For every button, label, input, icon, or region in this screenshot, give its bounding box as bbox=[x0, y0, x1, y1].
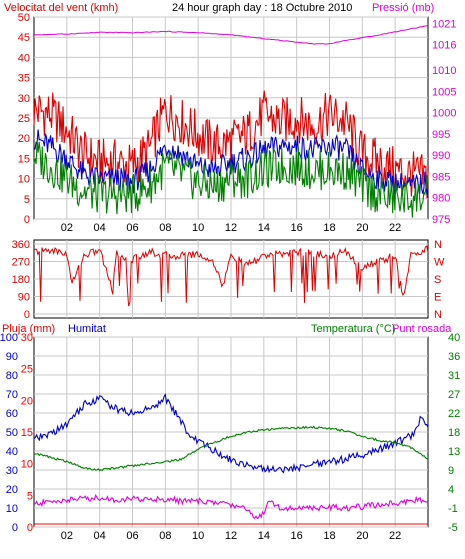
y-tick-label-compass: E bbox=[434, 292, 441, 304]
y-tick-label-wind: 20 bbox=[18, 133, 30, 145]
y-tick-label-temperature: 31 bbox=[448, 370, 460, 382]
x-tick-label-climate: 12 bbox=[225, 530, 237, 542]
temperature-series-line bbox=[33, 425, 429, 472]
y-tick-label-humidity: 70 bbox=[6, 389, 18, 401]
y-tick-label-wind: 30 bbox=[18, 93, 30, 105]
x-tick-label-wind: 20 bbox=[356, 222, 368, 234]
x-tick-label-climate: 14 bbox=[258, 530, 270, 542]
y-tick-label-compass: N bbox=[434, 309, 442, 321]
y-tick-label-pressure: 1005 bbox=[432, 86, 456, 98]
y-tick-label-wind: 25 bbox=[18, 113, 30, 125]
y-tick-label-pressure: 985 bbox=[432, 171, 450, 183]
y-tick-label-pressure: 975 bbox=[432, 214, 450, 226]
y-tick-label-compass: N bbox=[434, 239, 442, 251]
humidity-axis-title: Humitat bbox=[68, 323, 106, 335]
y-tick-label-humidity: 100 bbox=[0, 332, 18, 344]
y-tick-label-wind: 0 bbox=[24, 214, 30, 226]
y-tick-label-wind: 35 bbox=[18, 73, 30, 85]
y-tick-label-pressure: 1000 bbox=[432, 108, 456, 120]
y-tick-label-rain: 0 bbox=[27, 522, 33, 534]
y-tick-label-humidity: 50 bbox=[6, 427, 18, 439]
pressure-series-line bbox=[33, 24, 429, 45]
x-tick-label-climate: 20 bbox=[356, 530, 368, 542]
pressure-axis-title: Pressió (mb) bbox=[372, 2, 434, 14]
y-tick-label-rain: 30 bbox=[21, 332, 33, 344]
humidity-series-line bbox=[33, 392, 429, 474]
y-tick-label-direction: 0 bbox=[24, 309, 30, 321]
x-tick-label-wind: 10 bbox=[192, 222, 204, 234]
y-tick-label-direction: 270 bbox=[12, 257, 30, 269]
y-tick-label-temperature: 22 bbox=[448, 408, 460, 420]
y-tick-label-humidity: 80 bbox=[6, 370, 18, 382]
temperature-axis-title: Temperatura (°C) bbox=[311, 323, 395, 335]
x-tick-label-climate: 06 bbox=[126, 530, 138, 542]
y-tick-label-direction: 90 bbox=[18, 292, 30, 304]
y-tick-label-wind: 15 bbox=[18, 153, 30, 165]
y-tick-label-wind: 45 bbox=[18, 32, 30, 44]
y-tick-label-temperature: 36 bbox=[448, 351, 460, 363]
y-tick-label-wind: 40 bbox=[18, 52, 30, 64]
y-tick-label-rain: 15 bbox=[21, 427, 33, 439]
y-tick-label-temperature: 27 bbox=[448, 389, 460, 401]
rain-axis-title: Pluja (mm) bbox=[2, 323, 55, 335]
y-tick-label-rain: 10 bbox=[21, 459, 33, 471]
y-tick-label-temperature: 18 bbox=[448, 427, 460, 439]
x-tick-label-wind: 22 bbox=[389, 222, 401, 234]
y-tick-label-humidity: 30 bbox=[6, 465, 18, 477]
y-tick-label-direction: 180 bbox=[12, 274, 30, 286]
y-tick-label-pressure: 995 bbox=[432, 129, 450, 141]
chart-title: 24 hour graph day : 18 Octubre 2010 bbox=[172, 2, 352, 14]
y-tick-label-rain: 25 bbox=[21, 364, 33, 376]
y-tick-label-compass: W bbox=[434, 257, 445, 269]
wind_low-series-line bbox=[33, 140, 429, 218]
y-tick-label-temperature: -5 bbox=[448, 522, 458, 534]
dewpoint-series-line bbox=[33, 493, 429, 520]
y-tick-label-pressure: 1021 bbox=[432, 18, 456, 30]
y-tick-label-humidity: 40 bbox=[6, 446, 18, 458]
y-tick-label-humidity: 90 bbox=[6, 351, 18, 363]
x-tick-label-climate: 22 bbox=[389, 530, 401, 542]
y-tick-label-humidity: 0 bbox=[12, 522, 18, 534]
x-tick-label-wind: 06 bbox=[126, 222, 138, 234]
y-tick-label-wind: 5 bbox=[24, 194, 30, 206]
y-tick-label-pressure: 1016 bbox=[432, 40, 456, 52]
x-tick-label-wind: 02 bbox=[61, 222, 73, 234]
y-tick-label-rain: 5 bbox=[27, 490, 33, 502]
dewpoint-axis-title: Punt rosada bbox=[392, 323, 452, 335]
y-tick-label-temperature: 13 bbox=[448, 446, 460, 458]
y-tick-label-humidity: 60 bbox=[6, 408, 18, 420]
y-tick-label-humidity: 10 bbox=[6, 503, 18, 515]
x-tick-label-climate: 02 bbox=[61, 530, 73, 542]
x-tick-label-climate: 10 bbox=[192, 530, 204, 542]
x-tick-label-wind: 08 bbox=[159, 222, 171, 234]
x-tick-label-climate: 16 bbox=[291, 530, 303, 542]
y-tick-label-rain: 20 bbox=[21, 395, 33, 407]
y-tick-label-pressure: 990 bbox=[432, 150, 450, 162]
y-tick-label-direction: 360 bbox=[12, 239, 30, 251]
x-tick-label-wind: 04 bbox=[94, 222, 106, 234]
direction-series-line bbox=[33, 245, 429, 307]
y-tick-label-wind: 50 bbox=[18, 12, 30, 24]
x-tick-label-wind: 14 bbox=[258, 222, 270, 234]
x-tick-label-climate: 18 bbox=[323, 530, 335, 542]
y-tick-label-temperature: 40 bbox=[448, 332, 460, 344]
y-tick-label-humidity: 20 bbox=[6, 484, 18, 496]
y-tick-label-temperature: 9 bbox=[448, 465, 454, 477]
x-tick-label-climate: 04 bbox=[94, 530, 106, 542]
y-tick-label-pressure: 1010 bbox=[432, 65, 456, 77]
y-tick-label-temperature: 4 bbox=[448, 484, 454, 496]
y-tick-label-pressure: 980 bbox=[432, 193, 450, 205]
y-tick-label-compass: S bbox=[434, 274, 441, 286]
y-tick-label-temperature: -1 bbox=[448, 503, 458, 515]
wind-axis-title: Velocitat del vent (kmh) bbox=[4, 2, 118, 14]
x-tick-label-wind: 16 bbox=[291, 222, 303, 234]
x-tick-label-wind: 12 bbox=[225, 222, 237, 234]
x-tick-label-climate: 08 bbox=[159, 530, 171, 542]
y-tick-label-wind: 10 bbox=[18, 174, 30, 186]
x-tick-label-wind: 18 bbox=[323, 222, 335, 234]
